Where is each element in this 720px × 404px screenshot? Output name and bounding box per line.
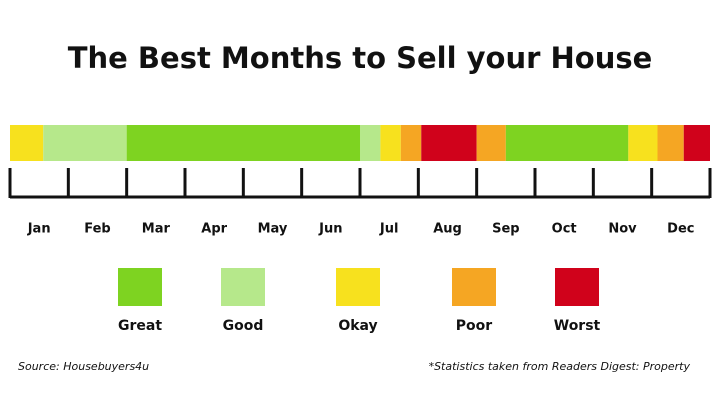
legend-swatch bbox=[221, 268, 265, 306]
legend-swatch bbox=[336, 268, 380, 306]
legend-label: Poor bbox=[456, 318, 492, 334]
timeline-segment bbox=[421, 125, 477, 161]
timeline-segment bbox=[476, 125, 506, 161]
timeline-segment bbox=[10, 125, 44, 161]
month-label: Jul bbox=[379, 222, 399, 237]
timeline-segment bbox=[360, 125, 381, 161]
legend-label: Okay bbox=[338, 318, 377, 334]
month-label: Nov bbox=[608, 222, 637, 237]
month-label: Mar bbox=[142, 222, 171, 237]
timeline-segment bbox=[628, 125, 658, 161]
month-label: Feb bbox=[84, 222, 110, 237]
timeline-segment bbox=[380, 125, 401, 161]
timeline-segment bbox=[683, 125, 710, 161]
source: Source: Housebuyers4u bbox=[18, 360, 149, 373]
timeline-segment bbox=[505, 125, 629, 161]
month-label: Oct bbox=[552, 222, 577, 237]
month-label: Jan bbox=[27, 222, 51, 237]
legend-label: Good bbox=[223, 318, 264, 334]
legend-label: Great bbox=[118, 318, 162, 334]
timeline-segment bbox=[657, 125, 684, 161]
legend-swatch bbox=[555, 268, 599, 306]
month-label: Sep bbox=[492, 222, 520, 237]
month-label: May bbox=[258, 222, 288, 237]
timeline-segment bbox=[400, 125, 422, 161]
legend-swatch bbox=[118, 268, 162, 306]
month-label: Aug bbox=[433, 222, 462, 237]
title: The Best Months to Sell your House bbox=[68, 41, 653, 75]
note: *Statistics taken from Readers Digest: P… bbox=[429, 360, 691, 373]
timeline-segment bbox=[43, 125, 127, 161]
legend-label: Worst bbox=[554, 318, 601, 334]
legend-swatch bbox=[452, 268, 496, 306]
timeline-segment bbox=[126, 125, 361, 161]
month-label: Apr bbox=[201, 222, 227, 237]
month-label: Jun bbox=[318, 222, 342, 237]
month-label: Dec bbox=[667, 222, 694, 237]
